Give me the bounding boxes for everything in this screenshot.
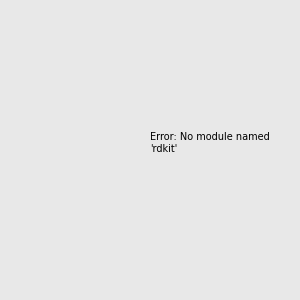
Text: Error: No module named 'rdkit': Error: No module named 'rdkit' [150,132,270,154]
